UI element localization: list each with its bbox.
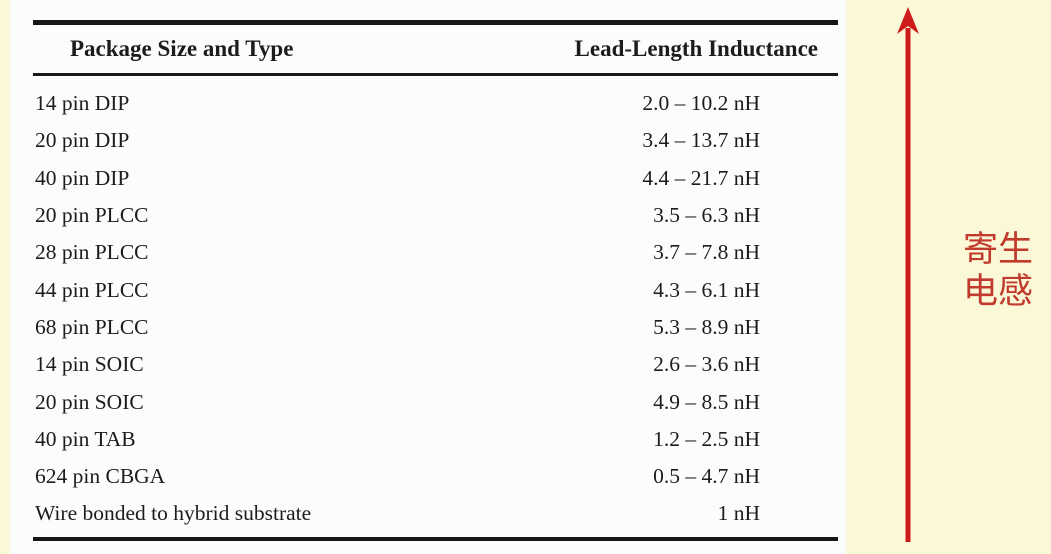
package-cell: 40 pin DIP xyxy=(35,165,130,190)
inductance-cell: 2.6 – 3.6 nH xyxy=(653,352,760,377)
table-row: 40 pin DIP 4.4 – 21.7 nH xyxy=(33,160,838,197)
table-row: 14 pin DIP 2.0 – 10.2 nH xyxy=(33,85,838,122)
table-row: 20 pin DIP 3.4 – 13.7 nH xyxy=(33,122,838,159)
package-cell: 20 pin PLCC xyxy=(35,203,149,228)
table-row: 28 pin PLCC 3.7 – 7.8 nH xyxy=(33,234,838,271)
package-cell: 20 pin SOIC xyxy=(35,389,144,414)
column-header-inductance: Lead-Length Inductance xyxy=(574,36,818,61)
table-row: 68 pin PLCC 5.3 – 8.9 nH xyxy=(33,309,838,346)
inductance-cell: 3.5 – 6.3 nH xyxy=(653,203,760,228)
inductance-cell: 4.3 – 6.1 nH xyxy=(653,277,760,302)
inductance-cell: 1 nH xyxy=(717,501,760,526)
package-cell: Wire bonded to hybrid substrate xyxy=(35,501,312,526)
table-row: 624 pin CBGA 0.5 – 4.7 nH xyxy=(33,458,838,495)
table-row: 40 pin TAB 1.2 – 2.5 nH xyxy=(33,421,838,458)
table-header-separator-rule xyxy=(33,73,838,76)
inductance-table: Package Size and Type Lead-Length Induct… xyxy=(33,20,838,541)
inductance-cell: 2.0 – 10.2 nH xyxy=(642,91,760,116)
annotation-line-1: 寄生 xyxy=(963,230,1034,269)
inductance-cell: 4.4 – 21.7 nH xyxy=(642,165,760,190)
up-arrow-icon xyxy=(897,7,919,542)
inductance-cell: 5.3 – 8.9 nH xyxy=(653,314,760,339)
table-row: 20 pin SOIC 4.9 – 8.5 nH xyxy=(33,383,838,420)
table-row: 20 pin PLCC 3.5 – 6.3 nH xyxy=(33,197,838,234)
inductance-cell: 4.9 – 8.5 nH xyxy=(653,389,760,414)
table-row: Wire bonded to hybrid substrate 1 nH xyxy=(33,495,838,532)
package-cell: 20 pin DIP xyxy=(35,128,130,153)
table-row: 14 pin SOIC 2.6 – 3.6 nH xyxy=(33,346,838,383)
package-cell: 14 pin SOIC xyxy=(35,352,144,377)
inductance-cell: 3.4 – 13.7 nH xyxy=(642,128,760,153)
table-top-rule xyxy=(33,20,838,25)
package-cell: 624 pin CBGA xyxy=(35,464,166,489)
table-header-row: Package Size and Type Lead-Length Induct… xyxy=(33,25,838,73)
inductance-cell: 3.7 – 7.8 nH xyxy=(653,240,760,265)
package-cell: 44 pin PLCC xyxy=(35,277,149,302)
column-header-package: Package Size and Type xyxy=(70,36,294,61)
table-bottom-rule xyxy=(33,536,838,541)
package-cell: 40 pin TAB xyxy=(35,426,136,451)
annotation-line-2: 电感 xyxy=(963,272,1034,311)
package-cell: 28 pin PLCC xyxy=(35,240,149,265)
table-body: 14 pin DIP 2.0 – 10.2 nH 20 pin DIP 3.4 … xyxy=(33,76,838,537)
package-cell: 68 pin PLCC xyxy=(35,314,149,339)
package-cell: 14 pin DIP xyxy=(35,91,130,116)
inductance-cell: 0.5 – 4.7 nH xyxy=(653,464,760,489)
inductance-cell: 1.2 – 2.5 nH xyxy=(653,426,760,451)
table-row: 44 pin PLCC 4.3 – 6.1 nH xyxy=(33,271,838,308)
annotation-parasitic-inductance: 寄生 电感 xyxy=(963,229,1049,313)
scanned-table-panel: Package Size and Type Lead-Length Induct… xyxy=(10,0,846,554)
